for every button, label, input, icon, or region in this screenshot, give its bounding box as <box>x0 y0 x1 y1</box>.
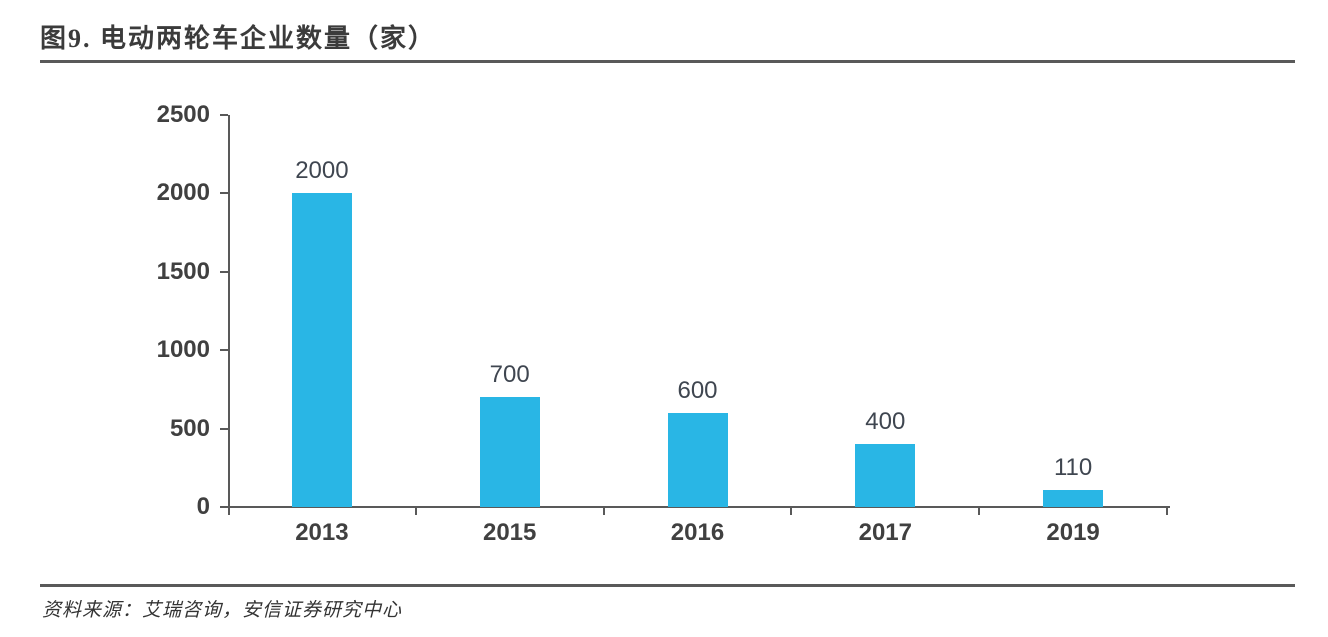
x-axis-line <box>228 506 1170 508</box>
y-axis-tick <box>220 349 228 352</box>
x-axis-tick <box>790 507 793 515</box>
y-axis-tick <box>220 192 228 195</box>
x-axis-tick-label: 2016 <box>670 519 725 546</box>
y-axis-tick <box>220 506 228 508</box>
source-note: 资料来源：艾瑞咨询，安信证券研究中心 <box>42 600 403 621</box>
bar <box>479 397 540 507</box>
y-axis-tick-label: 0 <box>196 493 210 520</box>
bar-value-label: 400 <box>865 408 906 436</box>
source-divider <box>40 584 1295 587</box>
figure-title: 图9. 电动两轮车企业数量（家） <box>40 24 437 53</box>
bar-value-label: 700 <box>489 361 530 389</box>
x-axis-tick-label: 2019 <box>1046 519 1100 546</box>
y-axis-tick-label: 500 <box>169 414 210 442</box>
x-axis-tick <box>414 507 417 515</box>
x-axis-tick-label: 2017 <box>858 519 912 546</box>
bar <box>291 193 352 507</box>
x-axis-tick <box>978 507 981 515</box>
x-axis-tick <box>602 507 605 515</box>
y-axis-tick <box>220 427 228 430</box>
y-axis-tick-label: 2000 <box>156 179 210 207</box>
y-axis-tick-label: 1000 <box>156 336 210 364</box>
title-divider <box>40 60 1295 63</box>
y-axis-tick <box>220 114 228 116</box>
bar <box>1043 489 1104 507</box>
y-axis-line <box>228 115 230 515</box>
bar-value-label: 600 <box>677 376 718 404</box>
y-axis-tick-label: 1500 <box>156 257 210 285</box>
bar-value-label: 110 <box>1053 453 1093 481</box>
x-axis-tick <box>1166 507 1168 515</box>
y-axis-tick <box>220 270 228 273</box>
x-axis-tick-label: 2015 <box>482 519 537 546</box>
bar-value-label: 2000 <box>295 157 349 185</box>
bar <box>855 444 916 507</box>
y-axis-tick-label: 2500 <box>156 101 210 128</box>
x-axis-tick-label: 2013 <box>295 519 349 546</box>
bar <box>667 412 728 507</box>
